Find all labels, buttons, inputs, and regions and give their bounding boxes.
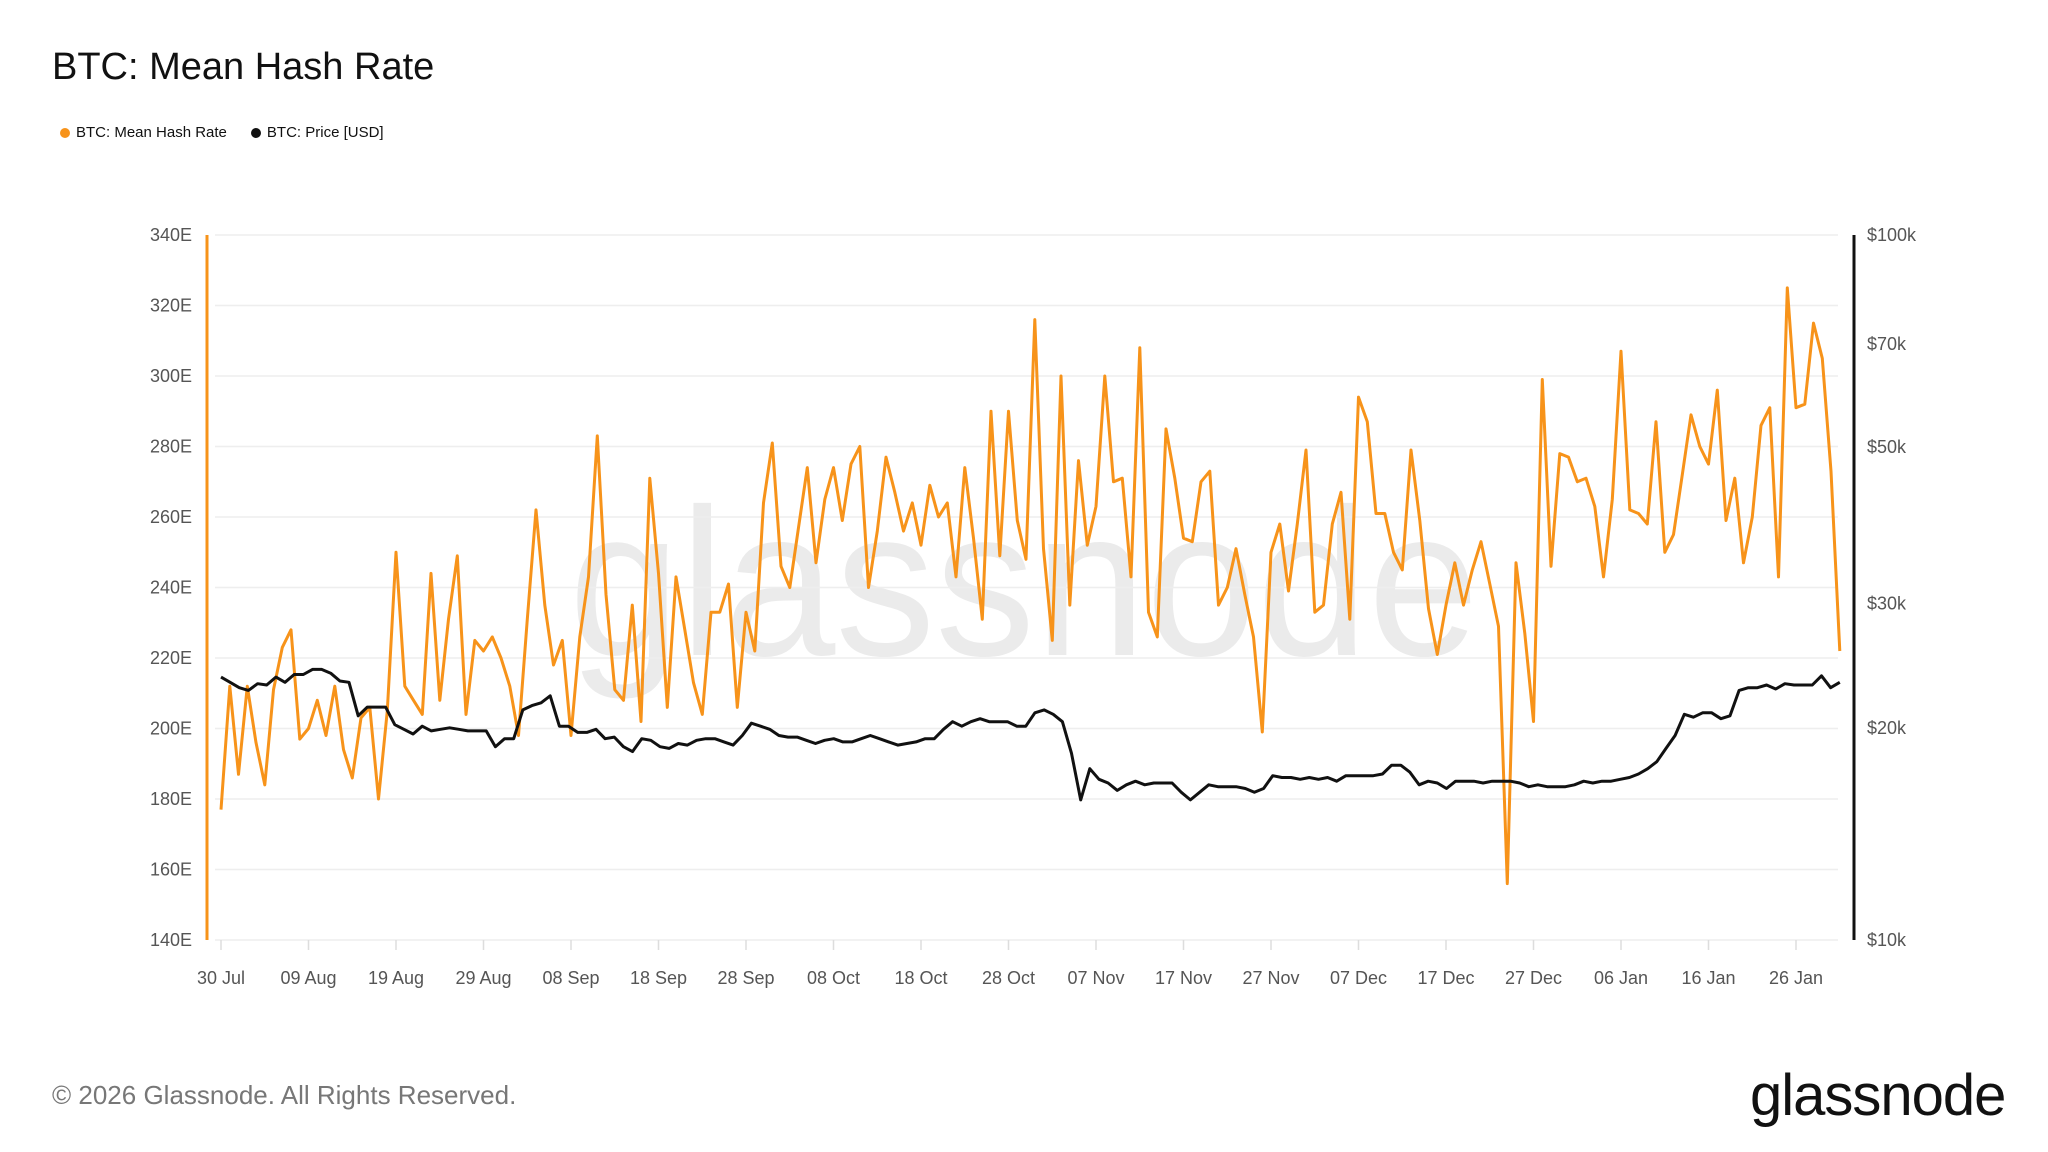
- y-left-tick-label: 280E: [150, 437, 192, 457]
- y-left-tick-label: 140E: [150, 930, 192, 950]
- y-left-tick-label: 260E: [150, 507, 192, 527]
- legend: BTC: Mean Hash Rate BTC: Price [USD]: [60, 124, 384, 141]
- x-tick-label: 16 Jan: [1681, 968, 1735, 988]
- legend-item-hash-rate[interactable]: BTC: Mean Hash Rate: [60, 124, 227, 141]
- x-tick-label: 17 Dec: [1417, 968, 1474, 988]
- legend-label-hash-rate: BTC: Mean Hash Rate: [76, 124, 227, 141]
- y-right-tick-label: $100k: [1867, 225, 1917, 245]
- x-tick-label: 30 Jul: [197, 968, 245, 988]
- x-tick-label: 27 Dec: [1505, 968, 1562, 988]
- y-left-tick-label: 160E: [150, 860, 192, 880]
- y-left-tick-label: 200E: [150, 719, 192, 739]
- legend-dot-price: [250, 127, 261, 138]
- y-right-tick-label: $70k: [1867, 334, 1907, 354]
- legend-label-price: BTC: Price [USD]: [266, 124, 384, 141]
- y-right-tick-label: $20k: [1867, 718, 1907, 738]
- y-left-tick-label: 320E: [150, 296, 192, 316]
- x-tick-label: 18 Oct: [894, 968, 947, 988]
- x-tick-label: 26 Jan: [1769, 968, 1823, 988]
- x-tick-label: 07 Dec: [1330, 968, 1387, 988]
- x-tick-label: 29 Aug: [455, 968, 511, 988]
- x-tick-label: 08 Oct: [807, 968, 860, 988]
- x-tick-label: 08 Sep: [542, 968, 599, 988]
- copyright-footer: © 2026 Glassnode. All Rights Reserved.: [52, 1080, 517, 1110]
- price-line: [220, 667, 1841, 802]
- y-right-tick-label: $30k: [1867, 594, 1907, 614]
- y-right-tick-label: $50k: [1867, 437, 1907, 457]
- legend-dot-hash-rate: [60, 127, 70, 138]
- x-tick-label: 17 Nov: [1155, 968, 1212, 988]
- x-tick-label: 07 Nov: [1067, 968, 1124, 988]
- x-tick-label: 27 Nov: [1242, 968, 1299, 988]
- x-tick-label: 18 Sep: [630, 968, 687, 988]
- y-left-tick-label: 300E: [150, 366, 192, 386]
- y-left-tick-label: 340E: [150, 225, 192, 245]
- y-left-tick-label: 240E: [150, 578, 192, 598]
- glassnode-logo: glassnode: [1750, 1063, 2006, 1128]
- x-tick-label: 09 Aug: [280, 968, 336, 988]
- chart-title: BTC: Mean Hash Rate: [52, 46, 435, 88]
- x-tick-label: 28 Oct: [982, 968, 1035, 988]
- y-right-tick-label: $10k: [1867, 930, 1907, 950]
- y-left-tick-label: 220E: [150, 648, 192, 668]
- hash-rate-line: [219, 286, 1842, 886]
- x-tick-label: 19 Aug: [368, 968, 424, 988]
- legend-item-price[interactable]: BTC: Price [USD]: [250, 124, 384, 141]
- x-tick-label: 28 Sep: [717, 968, 774, 988]
- x-tick-label: 06 Jan: [1594, 968, 1648, 988]
- y-left-tick-label: 180E: [150, 789, 192, 809]
